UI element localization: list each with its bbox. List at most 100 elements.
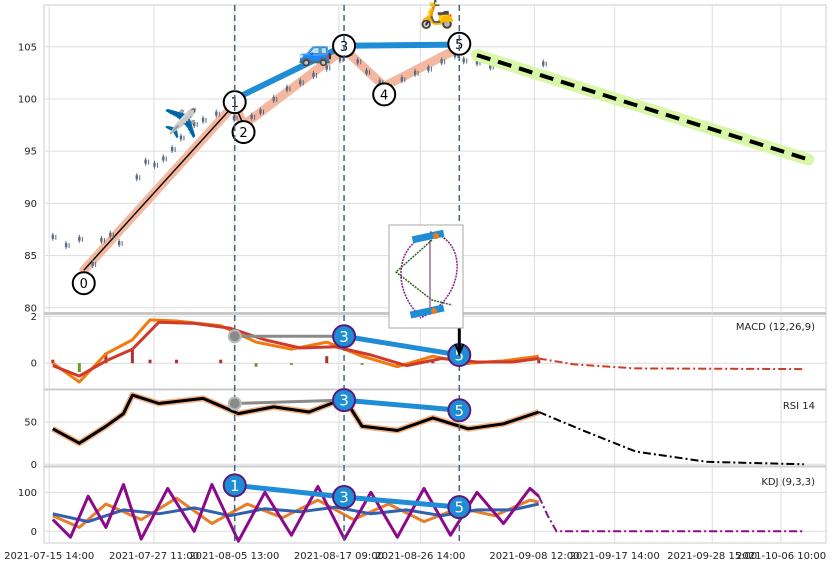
divergence-label: 1: [230, 477, 240, 495]
candle-body: [413, 70, 417, 75]
divergence-point: [447, 495, 472, 520]
divergence-point: [227, 329, 242, 344]
candle-body: [453, 53, 457, 58]
candle-body: [542, 61, 545, 66]
candle-body: [179, 135, 183, 140]
emoji-marker: 🛵: [420, 0, 455, 30]
x-tick-label: 2021-08-05 13:00: [189, 551, 279, 562]
inset-dot: [433, 233, 439, 239]
divergence-point: [227, 396, 242, 411]
y-tick-label: 0: [31, 359, 37, 370]
candle-body: [64, 243, 68, 248]
candle-body: [162, 156, 165, 161]
indicator-projection: [537, 495, 804, 533]
divergence-label: 5: [455, 499, 465, 517]
macd-histogram-bar: [104, 352, 108, 364]
indicator-projection: [538, 411, 804, 466]
elliott-wave-sketch-icon: [388, 224, 464, 329]
candle-body: [325, 65, 328, 70]
x-tick-label: 2021-10-06 10:00: [736, 551, 826, 562]
trend-line: [341, 41, 463, 49]
emoji-marker: 🚙: [298, 34, 333, 67]
candle-body: [144, 159, 147, 164]
candle-body: [170, 147, 174, 152]
candle-body: [100, 237, 103, 242]
y-tick-label: 100: [18, 94, 37, 105]
rsi-label: RSI 14: [783, 401, 815, 412]
macd-histogram-bar: [148, 359, 152, 364]
divergence-point: [332, 485, 357, 510]
y-tick-label: 100: [18, 488, 37, 499]
macd-histogram-bar: [360, 363, 364, 365]
wave-point-marker: [71, 271, 96, 296]
y-axis-ticks: 80 85 90 95 100 105 0 2 0 50 0 100: [18, 42, 37, 538]
x-tick-label: 2021-07-27 11:00: [109, 551, 199, 562]
x-tick-label: 2021-08-17 09:00: [294, 551, 384, 562]
y-tick-label: 85: [24, 251, 37, 262]
candle-body: [299, 80, 302, 85]
candle-body: [51, 234, 55, 239]
candle-body: [427, 66, 430, 71]
macd-histogram-bar: [254, 363, 258, 367]
divergence-point: [332, 324, 357, 349]
macd-histogram-bar: [537, 359, 541, 364]
price-panel: 012345✈️🚙🛵: [51, 0, 815, 296]
x-tick-label: 2021-09-08 12:00: [489, 551, 579, 562]
x-tick-label: 2021-09-17 14:00: [570, 551, 660, 562]
candle-body: [400, 77, 404, 82]
wave-point-label: 4: [380, 88, 388, 103]
divergence-line: [343, 397, 460, 413]
candle-body: [489, 64, 492, 69]
rsi-line: [52, 393, 540, 445]
y-tick-label: 95: [24, 147, 37, 158]
candle-body: [338, 57, 342, 62]
y-tick-label: 0: [31, 460, 37, 471]
wave-point-label: 1: [231, 96, 239, 111]
divergence-line: [343, 333, 460, 358]
kdj-label: KDJ (9,3,3): [761, 477, 815, 488]
y-tick-label: 2: [31, 312, 37, 323]
candle-body: [250, 114, 253, 119]
candle-body: [153, 162, 156, 167]
candle-body: [365, 69, 368, 74]
divergence-label: 3: [339, 489, 349, 507]
macd-histogram-bar: [175, 359, 179, 364]
candle-body: [135, 175, 138, 180]
wave-point-marker: [372, 82, 397, 107]
candle-body: [312, 72, 315, 77]
k-line: [52, 496, 540, 529]
inset-bar-bottom: [409, 304, 445, 319]
candle-body: [462, 58, 465, 63]
candle-body: [475, 60, 479, 65]
divergence-label: 3: [339, 392, 349, 410]
candle-body: [109, 232, 112, 237]
y-tick-label: 90: [24, 199, 37, 210]
wave-point-label: 0: [80, 277, 88, 292]
macd-label: MACD (12,26,9): [736, 322, 815, 333]
macd-histogram-bar: [51, 359, 55, 364]
candle-body: [285, 86, 289, 91]
inset-dot: [431, 308, 437, 314]
divergence-line: [234, 482, 345, 500]
indicator-projection: [538, 357, 804, 371]
x-axis-ticks: 2021-07-15 14:00 2021-07-27 11:002021-08-…: [4, 551, 826, 562]
rsi-panel: [51, 392, 804, 466]
divergence-line: [343, 494, 460, 510]
inset-wave: [394, 239, 453, 306]
candle-body: [272, 96, 275, 101]
wave-point-marker: [231, 120, 256, 145]
macd-histogram-bar: [219, 359, 223, 364]
wave-line: [83, 103, 236, 271]
macd-histogram-bar: [77, 363, 81, 373]
pointer-arrowhead: [454, 343, 465, 357]
wave-point-marker: [222, 90, 247, 115]
emoji-marker: ✈️: [164, 105, 199, 139]
y-tick-label: 50: [24, 418, 37, 429]
candle-body: [78, 236, 81, 241]
projection-line: [476, 53, 809, 162]
divergence-label: 3: [339, 328, 349, 346]
y-tick-label: 80: [24, 303, 37, 314]
divergence-point: [332, 388, 357, 413]
